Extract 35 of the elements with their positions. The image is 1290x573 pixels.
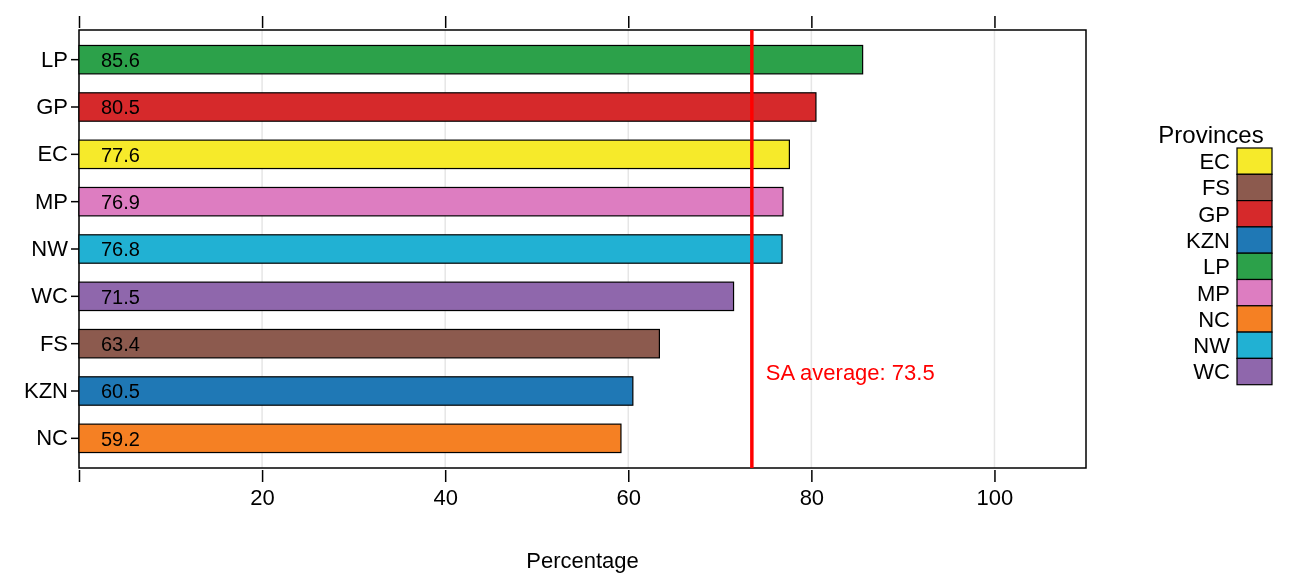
data-label: 59.2 — [101, 427, 140, 450]
x-tick-label: 100 — [976, 484, 1014, 510]
legend-label: GP — [1198, 201, 1230, 227]
data-label: 76.9 — [101, 190, 140, 213]
data-label: 85.6 — [101, 48, 140, 71]
legend-label: LP — [1203, 254, 1230, 280]
y-tick-label: NW — [31, 236, 69, 262]
legend-label: EC — [1199, 149, 1231, 175]
x-tick-label: 40 — [433, 484, 458, 510]
legend-label: WC — [1193, 359, 1231, 385]
data-label: 77.6 — [101, 143, 140, 166]
y-tick-label: NC — [36, 425, 69, 451]
data-label: 63.4 — [101, 332, 140, 355]
x-tick-label: 60 — [616, 484, 642, 510]
y-tick-label: MP — [35, 188, 68, 214]
legend-label: NW — [1193, 333, 1231, 359]
legend-label: MP — [1197, 280, 1230, 306]
y-tick-label: FS — [39, 330, 68, 356]
y-tick-label: WC — [31, 283, 69, 309]
x-tick-label: 80 — [799, 484, 825, 510]
legend-label: FS — [1201, 175, 1230, 201]
x-tick-label: 20 — [250, 484, 275, 510]
legend-title: Provinces — [1158, 120, 1264, 148]
y-tick-label: KZN — [24, 378, 68, 404]
data-label: 60.5 — [101, 380, 140, 403]
ref-line-label: SA average: 73.5 — [765, 359, 935, 385]
legend-label: NC — [1198, 306, 1231, 332]
y-tick-label: LP — [41, 46, 68, 72]
data-label: 76.8 — [101, 238, 140, 261]
x-axis-title: Percentage — [526, 548, 639, 573]
legend-label: KZN — [1186, 227, 1230, 253]
data-label: 71.5 — [101, 285, 140, 308]
y-tick-label: GP — [36, 94, 68, 120]
y-tick-label: EC — [37, 141, 69, 167]
data-label: 80.5 — [101, 96, 140, 119]
